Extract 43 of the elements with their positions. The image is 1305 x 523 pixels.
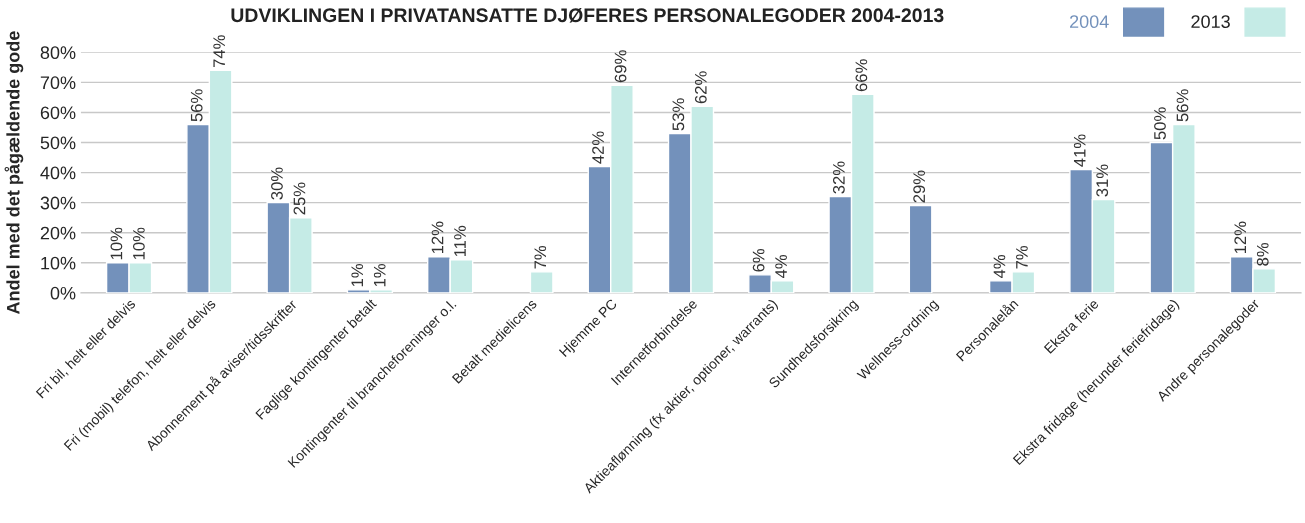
data-label: 12% bbox=[431, 221, 444, 254]
data-label: 4% bbox=[775, 254, 787, 279]
data-label: 30% bbox=[271, 167, 283, 200]
y-tick-label: 0% bbox=[50, 286, 76, 300]
data-label: 10% bbox=[110, 227, 123, 260]
data-label: 31% bbox=[1096, 164, 1109, 197]
y-tick-label: 50% bbox=[40, 136, 76, 150]
data-label: 62% bbox=[694, 71, 707, 104]
data-label: 42% bbox=[592, 131, 604, 164]
y-tick-label: 80% bbox=[40, 46, 76, 60]
data-label: 4% bbox=[993, 254, 1006, 279]
data-label: 74% bbox=[213, 35, 225, 68]
data-label: 11% bbox=[454, 225, 466, 257]
legend-label: 2004 bbox=[1070, 15, 1109, 29]
data-label: 53% bbox=[672, 98, 685, 131]
bar bbox=[529, 271, 554, 293]
y-tick-label: 60% bbox=[40, 106, 76, 120]
data-label: 8% bbox=[1256, 242, 1269, 266]
data-label: 7% bbox=[1016, 245, 1028, 269]
data-label: 1% bbox=[351, 263, 364, 287]
bar bbox=[908, 204, 933, 293]
data-label: 56% bbox=[190, 89, 203, 122]
data-label: 12% bbox=[1234, 221, 1247, 254]
data-label: 7% bbox=[534, 245, 547, 269]
data-label: 10% bbox=[132, 227, 145, 260]
legend-label: 2013 bbox=[1191, 15, 1230, 29]
data-label: 66% bbox=[855, 59, 868, 92]
chart-title: UDVIKLINGEN I PRIVATANSATTE DJØFERES PERSONALEGODER 2004-2013 bbox=[231, 7, 944, 23]
y-tick-label: 70% bbox=[40, 76, 76, 90]
data-label: 41% bbox=[1073, 134, 1086, 167]
y-axis-title: Andel med det pågældende gode bbox=[4, 31, 24, 315]
data-label: 29% bbox=[913, 170, 926, 203]
data-label: 32% bbox=[832, 161, 845, 194]
y-tick-label: 10% bbox=[41, 256, 76, 270]
data-label: 56% bbox=[1176, 89, 1189, 122]
data-label: 25% bbox=[293, 182, 306, 215]
y-tick-label: 30% bbox=[40, 196, 76, 210]
data-label: 6% bbox=[752, 248, 765, 272]
y-tick-label: 40% bbox=[40, 166, 76, 180]
data-label: 1% bbox=[373, 263, 386, 287]
y-tick-label: 20% bbox=[40, 226, 76, 240]
data-label: 50% bbox=[1154, 107, 1166, 140]
data-label: 69% bbox=[614, 50, 627, 83]
